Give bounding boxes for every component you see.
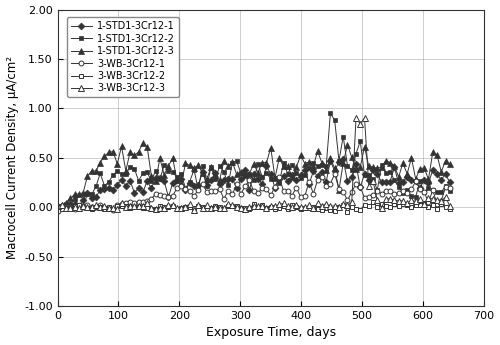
1-STD1-3Cr12-2 [123,172,129,176]
1-STD1-3Cr12-1 [370,168,376,172]
3-WB-3Cr12-3 [332,204,338,208]
1-STD1-3Cr12-1 [118,178,124,182]
3-WB-3Cr12-2 [370,200,376,204]
3-WB-3Cr12-1 [328,181,334,186]
Legend: 1-STD1-3Cr12-1, 1-STD1-3Cr12-2, 1-STD1-3Cr12-3, 3-WB-3Cr12-1, 3-WB-3Cr12-2, 3-WB: 1-STD1-3Cr12-1, 1-STD1-3Cr12-2, 1-STD1-3… [66,17,178,97]
1-STD1-3Cr12-1 [447,180,453,184]
1-STD1-3Cr12-3 [447,162,453,166]
3-WB-3Cr12-1 [250,189,256,193]
Line: 1-STD1-3Cr12-2: 1-STD1-3Cr12-2 [55,111,452,209]
3-WB-3Cr12-1 [54,209,60,213]
Line: 1-STD1-3Cr12-1: 1-STD1-3Cr12-1 [55,157,452,210]
1-STD1-3Cr12-2 [76,205,82,209]
1-STD1-3Cr12-2 [255,162,261,166]
1-STD1-3Cr12-3 [370,165,376,169]
1-STD1-3Cr12-3 [118,144,124,148]
1-STD1-3Cr12-1 [340,157,346,161]
Line: 3-WB-3Cr12-2: 3-WB-3Cr12-2 [55,200,452,214]
3-WB-3Cr12-3 [447,204,453,208]
1-STD1-3Cr12-3 [106,150,112,155]
1-STD1-3Cr12-3 [136,150,141,154]
1-STD1-3Cr12-1 [106,186,112,190]
3-WB-3Cr12-2 [118,204,124,208]
3-WB-3Cr12-3 [255,204,261,208]
3-WB-3Cr12-2 [447,207,453,211]
1-STD1-3Cr12-3 [54,205,60,209]
X-axis label: Exposure Time, days: Exposure Time, days [206,326,336,339]
1-STD1-3Cr12-3 [255,170,261,175]
3-WB-3Cr12-3 [106,206,112,210]
3-WB-3Cr12-3 [362,116,368,120]
1-STD1-3Cr12-2 [336,159,342,163]
Line: 1-STD1-3Cr12-3: 1-STD1-3Cr12-3 [54,140,453,210]
3-WB-3Cr12-2 [250,202,256,206]
3-WB-3Cr12-1 [332,172,338,176]
1-STD1-3Cr12-2 [328,111,334,115]
Line: 3-WB-3Cr12-1: 3-WB-3Cr12-1 [55,171,452,214]
1-STD1-3Cr12-2 [110,173,116,177]
3-WB-3Cr12-1 [370,193,376,197]
3-WB-3Cr12-2 [54,205,60,209]
1-STD1-3Cr12-3 [140,141,146,145]
1-STD1-3Cr12-1 [136,186,141,190]
3-WB-3Cr12-1 [136,200,141,204]
3-WB-3Cr12-1 [447,186,453,190]
3-WB-3Cr12-2 [374,205,380,209]
3-WB-3Cr12-1 [118,201,124,206]
3-WB-3Cr12-1 [106,206,112,210]
3-WB-3Cr12-3 [54,204,60,208]
3-WB-3Cr12-2 [328,208,334,212]
1-STD1-3Cr12-1 [250,171,256,176]
3-WB-3Cr12-2 [344,210,350,214]
1-STD1-3Cr12-2 [54,204,60,208]
3-WB-3Cr12-2 [136,205,141,209]
1-STD1-3Cr12-1 [54,205,60,209]
Line: 3-WB-3Cr12-3: 3-WB-3Cr12-3 [54,115,453,214]
3-WB-3Cr12-3 [374,198,380,203]
Y-axis label: Macrocell Current Density, μA/cm²: Macrocell Current Density, μA/cm² [6,56,18,259]
1-STD1-3Cr12-1 [328,159,334,163]
3-WB-3Cr12-2 [106,205,112,209]
3-WB-3Cr12-3 [136,204,141,208]
1-STD1-3Cr12-2 [140,171,146,175]
3-WB-3Cr12-3 [191,208,197,213]
1-STD1-3Cr12-2 [447,189,453,193]
1-STD1-3Cr12-2 [374,188,380,192]
1-STD1-3Cr12-3 [332,166,338,170]
3-WB-3Cr12-3 [118,201,124,206]
